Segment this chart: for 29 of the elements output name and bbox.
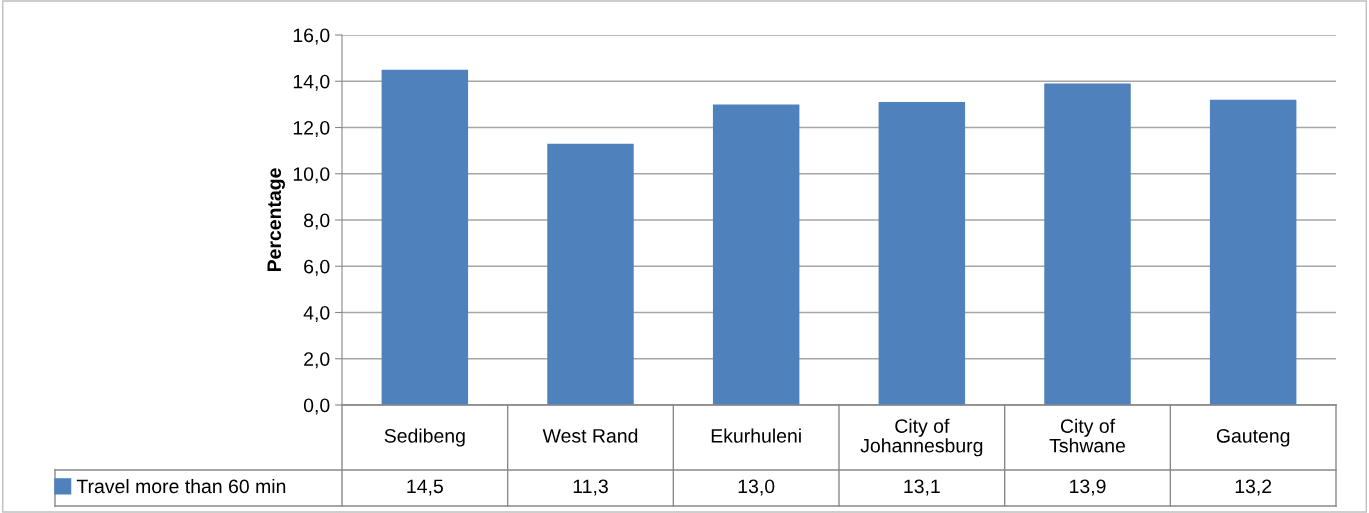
data-label: 13,9 (1070, 479, 1106, 496)
bar (547, 143, 634, 405)
data-label: 13,2 (1235, 479, 1272, 496)
bar (878, 102, 966, 405)
y-tick-label: 0,0 (303, 398, 330, 415)
y-tick-label: 14,0 (293, 74, 330, 91)
y-axis-title: Percentage (267, 168, 285, 272)
y-tick-label: 8,0 (304, 213, 330, 230)
y-tick-label: 6,0 (304, 259, 330, 276)
bar (712, 104, 800, 405)
data-label: 14,5 (407, 479, 443, 496)
y-tick-label: 12,0 (293, 120, 330, 138)
bar (1044, 83, 1131, 405)
x-tick-label: Sedibeng (384, 428, 465, 447)
legend-label: Travel more than 60 min (76, 478, 286, 494)
y-tick-label: 10,0 (293, 167, 330, 184)
x-tick-label: Gauteng (1216, 428, 1290, 447)
x-tick-label: West Rand (542, 428, 638, 443)
data-label: 13,1 (904, 479, 940, 496)
y-tick-label: 2,0 (304, 352, 330, 369)
x-tick-label: City of Johannesburg (860, 418, 983, 457)
y-tick-label: 4,0 (303, 305, 330, 323)
bar (1209, 99, 1297, 405)
data-label: 13,0 (738, 479, 775, 496)
bar (381, 69, 469, 405)
x-tick-label: City of Tshwane (1049, 418, 1126, 453)
x-tick-label: Ekurhuleni (711, 428, 801, 443)
y-tick-label: 16,0 (293, 28, 330, 45)
data-label: 11,3 (573, 479, 608, 496)
